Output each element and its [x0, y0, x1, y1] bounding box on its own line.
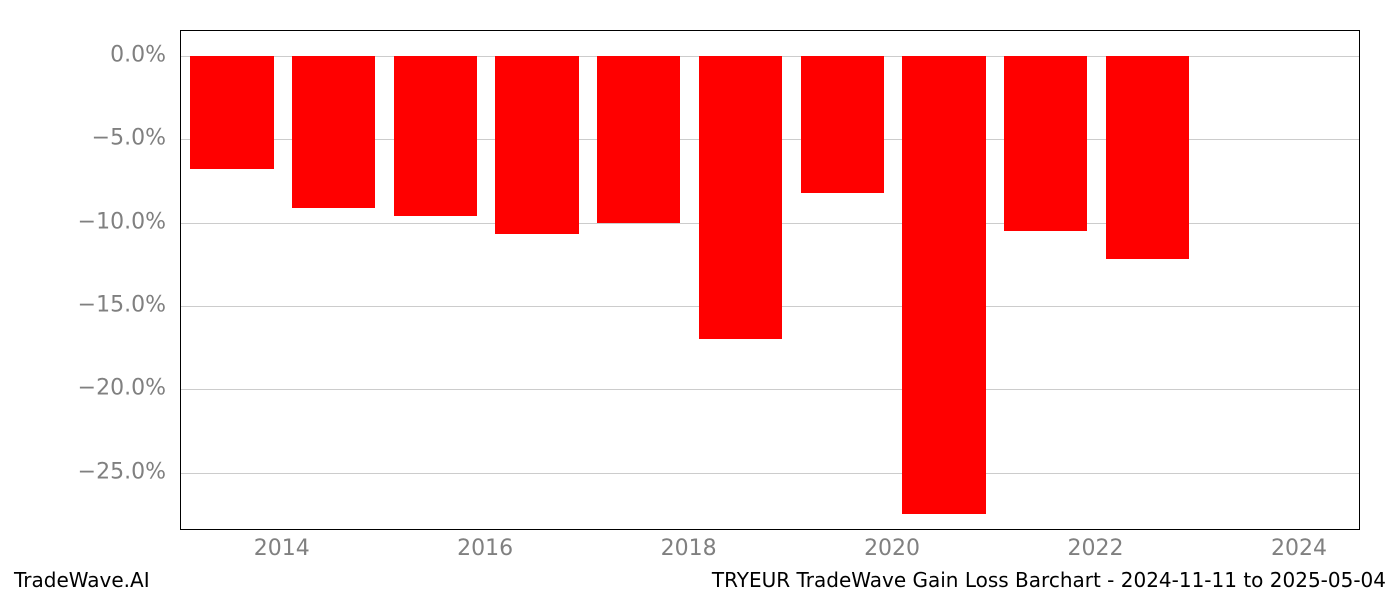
bar — [495, 56, 578, 234]
x-tick-label: 2018 — [661, 536, 717, 561]
footer-left-label: TradeWave.AI — [14, 568, 150, 592]
chart-canvas: TradeWave.AI TRYEUR TradeWave Gain Loss … — [0, 0, 1400, 600]
y-gridline — [181, 473, 1359, 474]
bar — [902, 56, 985, 514]
y-gridline — [181, 389, 1359, 390]
bar — [1004, 56, 1087, 231]
y-tick-label: −15.0% — [0, 293, 166, 318]
x-tick-label: 2022 — [1068, 536, 1124, 561]
bar — [190, 56, 273, 169]
bar — [801, 56, 884, 193]
bar — [699, 56, 782, 339]
y-tick-label: −20.0% — [0, 376, 166, 401]
x-tick-label: 2020 — [864, 536, 920, 561]
footer-right-label: TRYEUR TradeWave Gain Loss Barchart - 20… — [712, 568, 1386, 592]
bar — [292, 56, 375, 208]
y-tick-label: −10.0% — [0, 209, 166, 234]
bar — [394, 56, 477, 216]
x-tick-label: 2016 — [457, 536, 513, 561]
x-tick-label: 2014 — [254, 536, 310, 561]
bar — [597, 56, 680, 223]
y-tick-label: −5.0% — [0, 126, 166, 151]
bar — [1106, 56, 1189, 259]
y-tick-label: 0.0% — [0, 43, 166, 68]
x-tick-label: 2024 — [1271, 536, 1327, 561]
y-tick-label: −25.0% — [0, 459, 166, 484]
plot-area — [180, 30, 1360, 530]
